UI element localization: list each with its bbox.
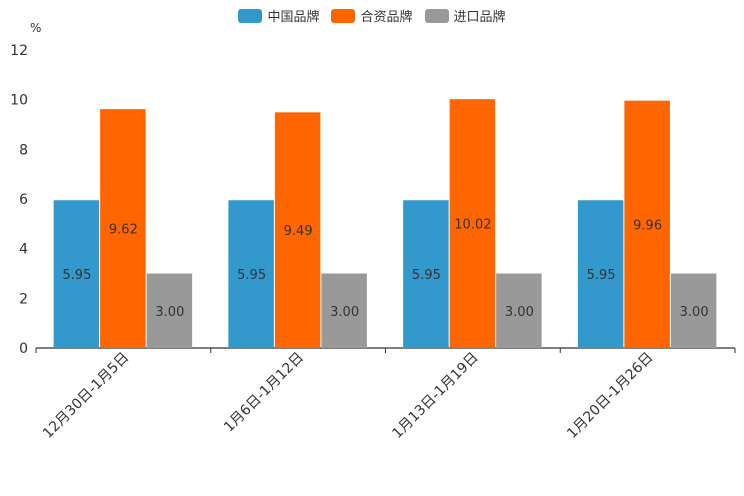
y-tick-label: 12 [10,43,28,59]
bar-data-label: 9.49 [284,224,313,239]
y-tick-label: 4 [19,242,28,258]
x-tick-label: 1月13日-1月19日 [389,350,481,442]
y-tick-label: 0 [19,341,28,357]
bar [496,273,542,348]
legend-item-joint-venture-brand[interactable]: 合资品牌 [331,6,413,25]
bar [100,109,146,348]
bar-data-label: 5.95 [237,268,266,283]
legend-label-imported-brand: 进口品牌 [453,10,506,25]
bar-data-label: 5.95 [62,268,91,283]
legend-label-joint-venture-brand: 合资品牌 [360,10,413,25]
bar-data-label: 9.96 [633,218,662,233]
bar-data-label: 5.95 [587,268,616,283]
bar [670,273,717,348]
bar [577,200,624,348]
bar [624,100,670,348]
bar-data-label: 3.00 [330,305,359,320]
bar [274,112,321,348]
y-tick-label: 2 [19,291,28,307]
bar [228,200,274,348]
bar-data-label: 3.00 [155,305,184,320]
bar-data-label: 9.62 [109,223,138,238]
bar-data-label: 5.95 [412,268,441,283]
bar-data-label: 3.00 [505,305,534,320]
legend-item-imported-brand[interactable]: 进口品牌 [424,6,506,25]
y-tick-label: 8 [19,142,28,158]
y-tick-label: 10 [10,93,28,109]
legend-item-china-brand[interactable]: 中国品牌 [238,6,319,25]
bar [403,200,449,348]
bar [321,273,367,348]
x-tick-label: 12月30日-1月5日 [40,350,132,442]
legend-swatch-joint-venture-brand [331,8,356,23]
y-tick-label: 6 [19,192,28,208]
x-tick-label: 1月20日-1月26日 [564,350,656,442]
legend-label-china-brand: 中国品牌 [267,10,320,25]
bar-data-label: 10.02 [454,218,491,233]
bar [53,200,100,348]
bar-data-label: 3.00 [680,305,709,320]
x-tick-label: 1月6日-1月12日 [221,350,307,436]
bar [146,273,193,348]
legend-swatch-china-brand [238,8,263,23]
legend-swatch-imported-brand [424,8,449,23]
legend: 中国品牌 合资品牌 进口品牌 [0,6,744,25]
bar [449,99,496,348]
y-axis-unit-label: % [30,21,42,35]
